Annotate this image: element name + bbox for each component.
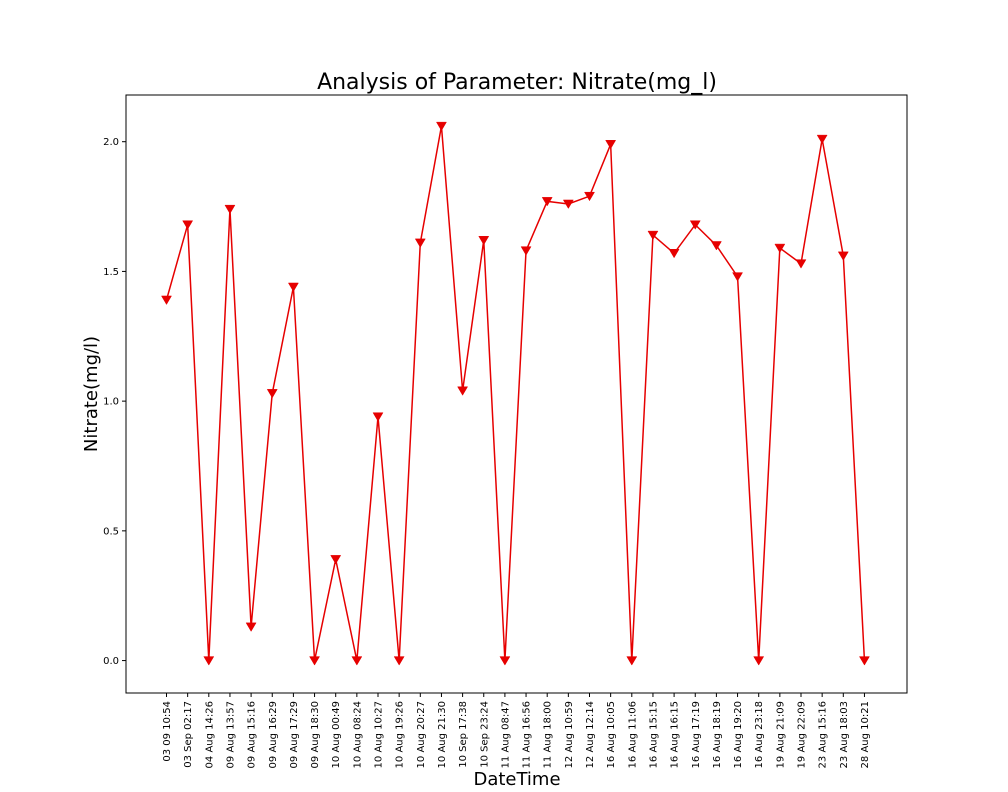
data-point bbox=[753, 656, 765, 666]
x-tick-label: 12 Aug 12:14 bbox=[585, 701, 596, 768]
data-point bbox=[161, 295, 172, 305]
x-tick-label: 28 Aug 10:21 bbox=[860, 701, 871, 768]
x-tick-label: 16 Aug 23:18 bbox=[754, 701, 765, 768]
x-tick-label: 16 Aug 10:05 bbox=[606, 701, 617, 768]
x-tick-label: 10 Sep 23:24 bbox=[479, 701, 490, 768]
x-tick-label: 10 Aug 20:27 bbox=[416, 701, 427, 768]
series-line bbox=[165, 125, 866, 661]
x-tick-label: 11 Aug 18:00 bbox=[543, 701, 554, 768]
x-tick-label: 16 Aug 11:06 bbox=[627, 701, 638, 768]
data-point bbox=[436, 121, 447, 132]
data-point bbox=[520, 246, 532, 256]
x-tick-label: 10 Aug 19:26 bbox=[395, 701, 406, 768]
x-tick-label: 09 Aug 13:57 bbox=[225, 701, 236, 768]
x-tick-label: 10 Sep 17:38 bbox=[458, 701, 469, 768]
x-tick-label: 23 Aug 15:16 bbox=[818, 701, 829, 768]
data-point bbox=[605, 140, 617, 150]
data-point bbox=[774, 243, 786, 254]
series-nitrate bbox=[161, 121, 870, 666]
data-point bbox=[859, 656, 870, 666]
y-tick-label: 0.0 bbox=[103, 656, 119, 667]
x-tick-label: 19 Aug 22:09 bbox=[797, 701, 808, 768]
data-point bbox=[203, 656, 215, 666]
data-point bbox=[224, 204, 236, 215]
data-point bbox=[287, 282, 299, 292]
data-point bbox=[351, 656, 363, 666]
x-axis-label: DateTime bbox=[473, 769, 560, 790]
data-point bbox=[732, 272, 743, 282]
data-point bbox=[499, 656, 511, 666]
data-point bbox=[795, 259, 807, 269]
x-tick-label: 09 Aug 15:16 bbox=[247, 701, 258, 768]
plot-area-frame bbox=[125, 94, 908, 694]
x-axis: 03 09 10:54 03 Sep 02:17 04 Aug 14:26 09 Au… bbox=[162, 693, 871, 768]
y-tick-label: 1.0 bbox=[103, 397, 119, 408]
x-tick-label: 12 Aug 10:59 bbox=[564, 701, 575, 768]
x-tick-label: 09 Aug 16:29 bbox=[268, 701, 279, 768]
data-point bbox=[457, 386, 469, 396]
x-tick-label: 10 Aug 08:24 bbox=[352, 701, 363, 768]
data-point bbox=[668, 249, 680, 259]
x-tick-label: 16 Aug 16:15 bbox=[670, 701, 681, 768]
chart-title: Analysis of Parameter: Nitrate(mg_l) bbox=[317, 70, 717, 95]
data-point bbox=[393, 656, 405, 666]
x-tick-label: 16 Aug 17:19 bbox=[691, 701, 702, 768]
y-axis-label: Nitrate(mg/l) bbox=[81, 336, 102, 452]
x-tick-label: 04 Aug 14:26 bbox=[204, 701, 215, 768]
x-tick-label: 11 Aug 08:47 bbox=[500, 701, 511, 768]
x-tick-label: 19 Aug 21:09 bbox=[775, 701, 786, 768]
x-tick-label: 10 Aug 00:49 bbox=[331, 701, 342, 768]
data-point bbox=[710, 241, 722, 251]
data-point bbox=[689, 220, 701, 230]
x-tick-label: 03 09 10:54 bbox=[162, 701, 173, 762]
x-tick-label: 11 Aug 16:56 bbox=[522, 701, 533, 768]
data-point bbox=[837, 251, 849, 261]
data-point bbox=[245, 622, 257, 632]
x-tick-label: 23 Aug 18:03 bbox=[839, 701, 850, 768]
y-tick-label: 0.5 bbox=[103, 526, 119, 537]
x-tick-label: 10 Aug 21:30 bbox=[437, 701, 448, 768]
data-point bbox=[309, 656, 320, 666]
data-point bbox=[330, 555, 342, 565]
y-tick-label: 1.5 bbox=[103, 267, 119, 278]
data-point bbox=[584, 191, 595, 202]
x-tick-label: 10 Aug 10:27 bbox=[374, 701, 385, 768]
data-point bbox=[816, 134, 828, 145]
x-tick-label: 03 Sep 02:17 bbox=[183, 701, 194, 768]
x-tick-label: 16 Aug 19:20 bbox=[733, 701, 744, 768]
x-tick-label: 09 Aug 17:29 bbox=[289, 701, 300, 768]
data-point bbox=[372, 412, 384, 422]
data-point bbox=[541, 197, 553, 207]
x-tick-label: 16 Aug 18:19 bbox=[712, 701, 723, 768]
y-axis: 0.0 0.5 1.0 1.5 2.0 bbox=[103, 137, 126, 667]
data-point bbox=[478, 236, 490, 246]
data-point bbox=[266, 389, 278, 399]
data-point bbox=[647, 230, 659, 241]
x-tick-label: 09 Aug 18:30 bbox=[310, 701, 321, 768]
x-tick-label: 16 Aug 15:15 bbox=[648, 701, 659, 768]
y-tick-label: 2.0 bbox=[103, 137, 119, 148]
data-point bbox=[626, 656, 638, 666]
data-point bbox=[182, 220, 194, 230]
data-point bbox=[562, 199, 574, 209]
data-point bbox=[414, 238, 426, 248]
